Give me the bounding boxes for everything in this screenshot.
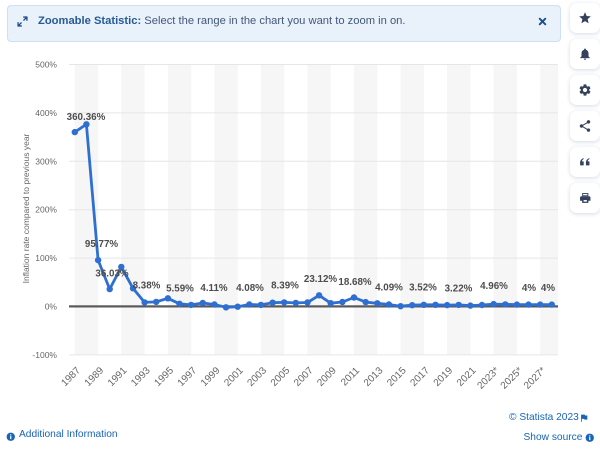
svg-text:400%: 400% — [35, 108, 57, 118]
svg-text:360.36%: 360.36% — [67, 112, 106, 123]
svg-text:8.39%: 8.39% — [271, 281, 299, 292]
svg-text:200%: 200% — [35, 205, 57, 215]
svg-text:4.96%: 4.96% — [480, 281, 508, 292]
svg-text:23.12%: 23.12% — [304, 274, 338, 285]
svg-text:1995: 1995 — [153, 365, 177, 389]
svg-text:300%: 300% — [35, 156, 57, 166]
svg-text:4.08%: 4.08% — [236, 283, 264, 294]
svg-text:4.09%: 4.09% — [375, 283, 403, 294]
svg-text:1999: 1999 — [199, 365, 223, 389]
svg-text:4%: 4% — [541, 283, 555, 294]
svg-text:2009: 2009 — [315, 365, 339, 389]
svg-text:3.52%: 3.52% — [409, 283, 437, 294]
svg-text:2015: 2015 — [385, 365, 409, 389]
svg-text:1993: 1993 — [129, 365, 153, 389]
svg-text:2017: 2017 — [408, 365, 432, 389]
svg-text:2013: 2013 — [362, 365, 386, 389]
svg-text:4.11%: 4.11% — [200, 283, 228, 294]
svg-text:1987: 1987 — [59, 365, 83, 389]
svg-text:36.03%: 36.03% — [95, 269, 129, 280]
svg-text:100%: 100% — [35, 253, 57, 263]
svg-text:2001: 2001 — [222, 365, 246, 389]
svg-text:500%: 500% — [35, 60, 57, 70]
svg-text:2025*: 2025* — [499, 365, 525, 391]
svg-text:2007: 2007 — [292, 365, 316, 389]
svg-text:2023*: 2023* — [475, 365, 501, 391]
svg-text:2011: 2011 — [339, 365, 362, 388]
svg-text:2021: 2021 — [455, 365, 479, 389]
svg-text:4%: 4% — [522, 283, 536, 294]
svg-text:1991: 1991 — [106, 365, 130, 389]
svg-text:2019: 2019 — [432, 365, 456, 389]
svg-text:2027*: 2027* — [522, 365, 548, 391]
svg-text:2005: 2005 — [269, 365, 293, 389]
svg-text:8.38%: 8.38% — [133, 281, 161, 292]
svg-text:5.59%: 5.59% — [166, 284, 194, 295]
svg-text:95.77%: 95.77% — [85, 239, 119, 250]
svg-text:-100%: -100% — [32, 350, 57, 360]
svg-text:3.22%: 3.22% — [445, 284, 473, 295]
svg-text:1989: 1989 — [83, 365, 107, 389]
svg-text:2003: 2003 — [246, 365, 270, 389]
svg-text:1997: 1997 — [176, 365, 200, 389]
svg-text:0%: 0% — [45, 302, 58, 312]
svg-text:Inflation rate compared to pre: Inflation rate compared to previous year — [21, 133, 31, 283]
svg-text:18.68%: 18.68% — [338, 277, 372, 288]
